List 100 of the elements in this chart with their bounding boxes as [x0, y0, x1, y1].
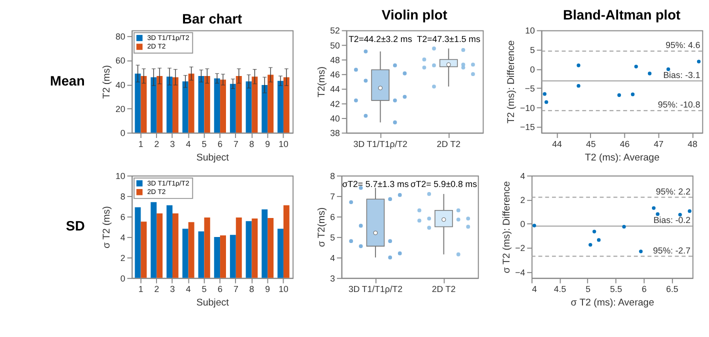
x-axis-title: Subject — [196, 298, 230, 309]
ref-line-label: 95%: -10.8 — [658, 100, 700, 110]
chart-title: Bar chart — [182, 11, 243, 26]
point — [634, 64, 638, 68]
bar — [166, 76, 172, 133]
bar — [230, 234, 236, 278]
bar — [283, 77, 290, 133]
bar — [198, 76, 204, 133]
bar — [134, 74, 141, 133]
y-tick-label: −10 — [520, 102, 536, 113]
y-tick-label: 2 — [120, 252, 126, 263]
point — [666, 67, 670, 72]
x-axis-title: Subject — [196, 152, 230, 164]
y-axis-title: T2 (ms) — [102, 65, 113, 99]
bar — [188, 222, 194, 278]
y-tick-label: 40 — [116, 80, 126, 90]
y-tick-label: −4 — [515, 267, 526, 278]
x-tick-label: 6 — [218, 284, 223, 294]
y-tick-label: 10 — [116, 170, 126, 181]
chart-title: Violin plot — [382, 7, 448, 22]
ref-line-label: 95%: 2.2 — [656, 186, 691, 196]
y-tick-label: 4 — [520, 170, 526, 181]
y-tick-label: 6 — [330, 212, 336, 222]
bar — [262, 209, 268, 278]
x-tick-label: 8 — [249, 138, 254, 149]
y-tick-label: 0 — [530, 64, 536, 74]
bar — [262, 85, 268, 133]
chart-title: Bland-Altman plot — [562, 7, 681, 22]
bar — [140, 76, 147, 133]
point — [596, 238, 601, 242]
annotation: σT2= 5.9±0.8 ms — [410, 179, 478, 190]
ref-line-label: Bias: -0.2 — [653, 215, 691, 226]
point — [588, 242, 592, 247]
y-tick-label: −15 — [520, 122, 536, 132]
bar — [283, 205, 290, 278]
bar — [220, 235, 226, 278]
point — [630, 92, 635, 96]
bar — [236, 76, 242, 133]
y-tick-label: 42 — [330, 98, 340, 109]
bar — [172, 213, 178, 278]
text: SD — [66, 218, 85, 234]
x-tick-label: 4.5 — [554, 284, 566, 294]
bar — [220, 80, 226, 133]
point — [622, 224, 626, 229]
bar — [278, 228, 284, 278]
y-axis-title: T2 (ms): Difference — [506, 40, 518, 124]
bar — [252, 218, 258, 278]
y-tick-label: −5 — [524, 84, 536, 94]
x-tick-label: 46 — [620, 138, 630, 149]
y-tick-label: 46 — [330, 70, 340, 80]
point — [576, 64, 580, 68]
bar — [188, 74, 194, 133]
y-tick-label: 3 — [330, 273, 336, 284]
x-tick-label: 1 — [138, 138, 144, 149]
annotation: T2=44.2±3.2 ms — [348, 34, 413, 44]
point — [639, 250, 643, 254]
point — [542, 92, 546, 96]
bar — [236, 218, 242, 278]
y-axis-title: σ T2(ms) — [316, 207, 328, 248]
bar — [204, 218, 210, 278]
bar — [156, 76, 163, 133]
y-tick-label: 2 — [520, 195, 526, 206]
x-axis-title: σ T2 (ms): Average — [570, 298, 654, 309]
bar — [150, 202, 157, 278]
y-tick-label: 60 — [116, 56, 126, 66]
bar — [278, 80, 284, 133]
y-tick-label: 52 — [330, 26, 340, 36]
x-tick-label: 47 — [654, 138, 664, 149]
y-tick-label: 20 — [116, 104, 126, 114]
x-tick-label: 4 — [186, 138, 191, 149]
x-tick-label: 9 — [265, 284, 270, 294]
bar — [252, 76, 258, 133]
x-tick-label: 10 — [278, 138, 288, 149]
y-tick-label: 50 — [330, 40, 340, 50]
bar — [150, 77, 157, 133]
y-tick-label: 4 — [330, 252, 336, 263]
y-tick-label: 5 — [530, 44, 536, 55]
x-tick-label: 3 — [170, 284, 176, 294]
y-axis-title: σ T2 (ms): Difference — [501, 181, 512, 274]
point — [532, 224, 536, 228]
x-tick-label: 5 — [202, 138, 207, 149]
bar — [246, 221, 252, 278]
x-tick-label: 4 — [186, 284, 191, 294]
x-tick-label: 5 — [202, 284, 207, 294]
point — [696, 60, 701, 64]
y-axis-title: T2(ms) — [316, 66, 328, 98]
bar — [204, 76, 210, 133]
point — [648, 72, 652, 76]
y-tick-label: −2 — [515, 243, 526, 254]
bar — [268, 74, 274, 133]
y-tick-label: 48 — [330, 54, 340, 65]
x-tick-label: 7 — [233, 138, 238, 149]
y-tick-label: 38 — [330, 128, 340, 138]
y-tick-label: 80 — [116, 32, 126, 42]
bar — [214, 236, 220, 278]
x-tick-label: 5 — [586, 284, 591, 294]
x-tick-label: 1 — [138, 284, 144, 294]
bar — [214, 78, 220, 133]
point — [656, 212, 660, 216]
y-tick-label: 10 — [525, 26, 536, 36]
